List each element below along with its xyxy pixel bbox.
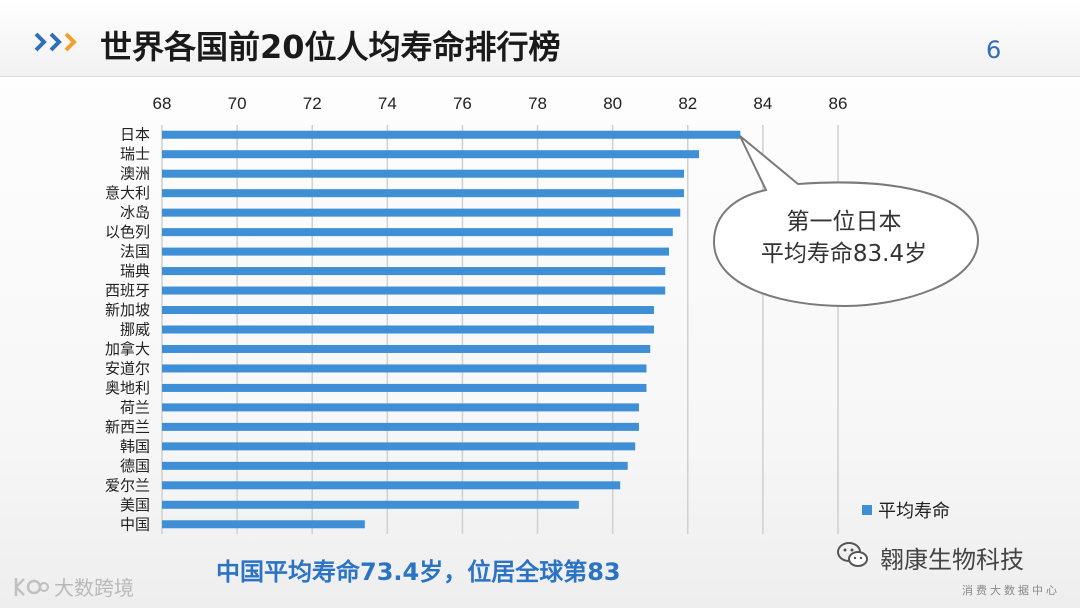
bar <box>162 189 685 198</box>
bar <box>162 267 666 276</box>
category-label: 韩国 <box>120 437 150 455</box>
bar <box>162 344 651 353</box>
bar <box>162 150 700 159</box>
category-label: 意大利 <box>105 184 150 202</box>
watermark-right-subtitle: 消费大数据中心 <box>962 584 1060 597</box>
category-label: 瑞典 <box>120 262 150 280</box>
category-label: 日本 <box>120 126 150 144</box>
x-tick-label: 78 <box>528 94 547 113</box>
bar <box>162 208 681 217</box>
bar <box>162 364 647 373</box>
bar <box>162 422 639 431</box>
bar <box>162 481 621 490</box>
category-label: 冰岛 <box>120 204 150 222</box>
category-label: 美国 <box>120 496 150 514</box>
bar <box>162 130 741 139</box>
category-label: 澳洲 <box>120 165 150 183</box>
bar <box>162 520 365 529</box>
category-label: 新加坡 <box>105 301 150 319</box>
slide-title: 世界各国前20位人均寿命排行榜 <box>100 28 561 66</box>
bar <box>162 461 628 470</box>
legend-swatch <box>862 505 872 515</box>
bar <box>162 442 636 451</box>
bar <box>162 325 654 334</box>
wechat-icon <box>837 542 868 567</box>
title-bar: 世界各国前20位人均寿命排行榜 6 <box>0 0 1080 77</box>
category-label: 挪威 <box>120 321 150 339</box>
category-label: 德国 <box>120 457 150 475</box>
x-tick-label: 68 <box>153 94 172 113</box>
category-label: 瑞士 <box>120 145 150 163</box>
category-label: 以色列 <box>105 223 150 241</box>
chevrons-icon <box>34 32 77 52</box>
category-label: 奥地利 <box>105 379 150 397</box>
watermark-right-title: 翱康生物科技 <box>880 546 1024 574</box>
bar <box>162 169 685 178</box>
x-tick-label: 76 <box>453 94 472 113</box>
callout-line-2: 平均寿命83.4岁 <box>760 241 928 267</box>
legend-label: 平均寿命 <box>878 501 950 522</box>
page-number: 6 <box>986 36 1002 64</box>
legend: 平均寿命 <box>862 498 950 522</box>
x-tick-label: 80 <box>603 94 622 113</box>
x-tick-label: 84 <box>753 94 772 113</box>
footnote: 中国平均寿命73.4岁，位居全球第83 <box>216 558 621 586</box>
watermark-left-text: 大数跨境 <box>54 576 134 600</box>
bar <box>162 306 654 315</box>
category-label: 爱尔兰 <box>105 476 150 494</box>
category-label: 新西兰 <box>105 418 150 436</box>
bar <box>162 383 647 392</box>
bar <box>162 228 673 237</box>
category-label: 加拿大 <box>105 340 150 358</box>
callout-line-1: 第一位日本 <box>786 209 902 235</box>
category-label: 安道尔 <box>105 359 150 377</box>
category-label: 中国 <box>120 515 150 533</box>
category-label: 法国 <box>120 243 150 261</box>
x-tick-label: 74 <box>378 94 397 113</box>
watermark-left: 大数跨境 <box>10 572 134 601</box>
x-tick-label: 70 <box>228 94 247 113</box>
bar <box>162 500 579 509</box>
x-tick-label: 82 <box>678 94 697 113</box>
bar <box>162 403 639 412</box>
category-label: 西班牙 <box>105 282 150 300</box>
watermark-logo-icon <box>14 577 49 596</box>
x-tick-label: 86 <box>829 94 848 113</box>
x-tick-label: 72 <box>303 94 322 113</box>
callout-text: 第一位日本 平均寿命83.4岁 <box>726 206 962 270</box>
callout-bubble <box>712 135 980 308</box>
bar <box>162 247 669 256</box>
category-label: 荷兰 <box>120 398 150 416</box>
bar <box>162 286 666 295</box>
